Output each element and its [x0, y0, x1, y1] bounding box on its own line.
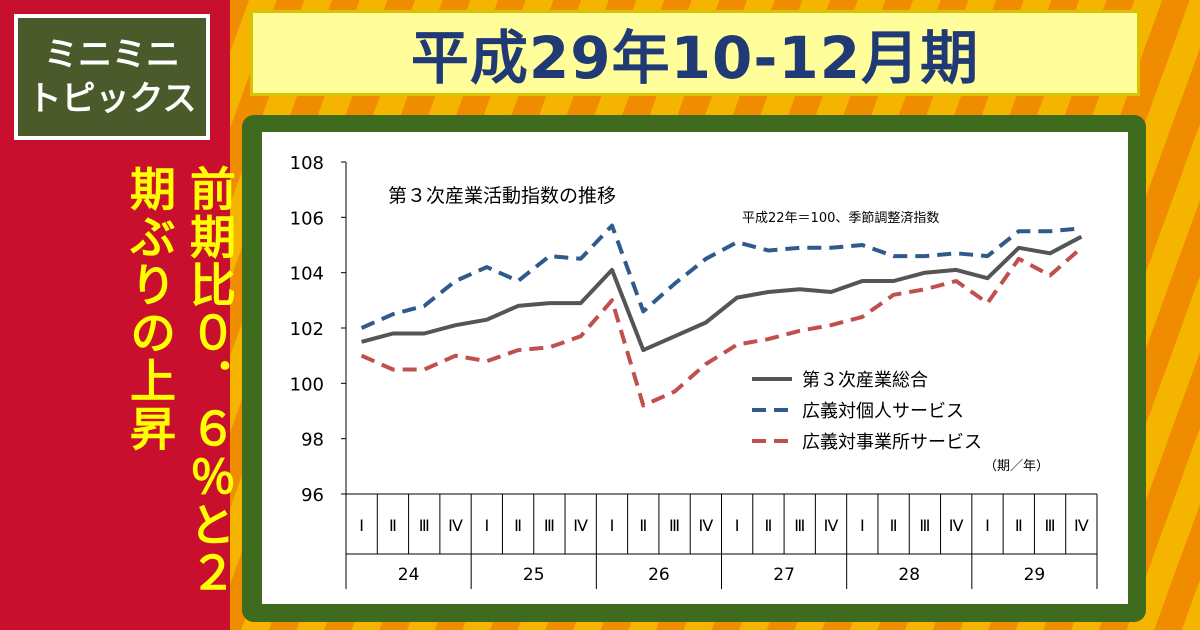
series-line-1 — [361, 234, 1083, 353]
y-tick-label: 106 — [290, 208, 324, 229]
quarter-label: Ⅳ — [698, 516, 713, 535]
quarter-label: Ⅳ — [824, 516, 839, 535]
year-label: 27 — [773, 565, 795, 585]
y-tick-label: 108 — [290, 153, 324, 174]
y-tick-label: 104 — [290, 264, 324, 285]
year-label: 28 — [898, 565, 920, 585]
quarter-label: Ⅰ — [484, 516, 489, 535]
quarter-label: Ⅲ — [919, 516, 930, 535]
y-tick-label: 100 — [290, 374, 324, 395]
year-label: 29 — [1024, 565, 1046, 585]
left-panel: ミニミニ トピックス 前期比０．６％と２期ぶりの上昇 — [0, 0, 237, 630]
quarter-label: Ⅲ — [794, 516, 805, 535]
series-line-2 — [360, 223, 1082, 330]
year-label: 25 — [523, 565, 545, 585]
title-banner: 平成29年10-12月期 — [250, 10, 1140, 96]
chart-panel: 96 98 100 102 104 106 108 Ⅰ Ⅱ Ⅲ Ⅳ Ⅰ Ⅱ Ⅲ Ⅳ Ⅰ Ⅱ Ⅲ Ⅳ Ⅰ Ⅱ Ⅲ Ⅳ Ⅰ Ⅱ Ⅲ Ⅳ Ⅰ… — [262, 132, 1128, 604]
y-tick-label: 96 — [301, 485, 324, 506]
quarter-label: Ⅲ — [419, 516, 430, 535]
quarter-label: Ⅱ — [890, 516, 898, 535]
quarter-label: Ⅳ — [949, 516, 964, 535]
chart-title: 第３次産業活動指数の推移 — [388, 185, 616, 207]
quarter-label: Ⅳ — [448, 516, 463, 535]
quarter-label: Ⅳ — [573, 516, 588, 535]
badge-line-1: ミニミニ — [44, 35, 180, 75]
quarter-label: Ⅰ — [985, 516, 990, 535]
badge-line-2: トピックス — [27, 79, 197, 119]
page-title: 平成29年10-12月期 — [410, 24, 980, 92]
y-tick-label: 102 — [290, 319, 324, 340]
series-line-3 — [360, 246, 1083, 408]
quarter-label: Ⅲ — [669, 516, 680, 535]
quarter-label: Ⅱ — [1015, 516, 1023, 535]
year-label: 26 — [648, 565, 670, 585]
quarter-label: Ⅱ — [389, 516, 397, 535]
quarter-label: Ⅰ — [359, 516, 364, 535]
legend-label: 第３次産業総合 — [802, 370, 928, 391]
quarter-label: Ⅰ — [735, 516, 740, 535]
quarter-label: Ⅰ — [860, 516, 865, 535]
quarter-label: Ⅱ — [639, 516, 647, 535]
quarter-label: Ⅲ — [544, 516, 555, 535]
quarter-label: Ⅳ — [1074, 516, 1089, 535]
x-axis-unit: （期／年） — [984, 459, 1049, 474]
quarter-label: Ⅲ — [1045, 516, 1056, 535]
quarter-label: Ⅰ — [610, 516, 615, 535]
chart-note: 平成22年＝100、季節調整済指数 — [742, 210, 939, 226]
quarter-label: Ⅱ — [765, 516, 773, 535]
y-tick-label: 98 — [301, 430, 324, 451]
topics-badge: ミニミニ トピックス — [14, 14, 210, 140]
headline: 前期比０．６％と２期ぶりの上昇 — [123, 165, 237, 597]
year-label: 24 — [398, 565, 420, 585]
legend-label: 広義対個人サービス — [802, 401, 964, 422]
legend-label: 広義対事業所サービス — [802, 432, 982, 453]
quarter-label: Ⅱ — [514, 516, 522, 535]
